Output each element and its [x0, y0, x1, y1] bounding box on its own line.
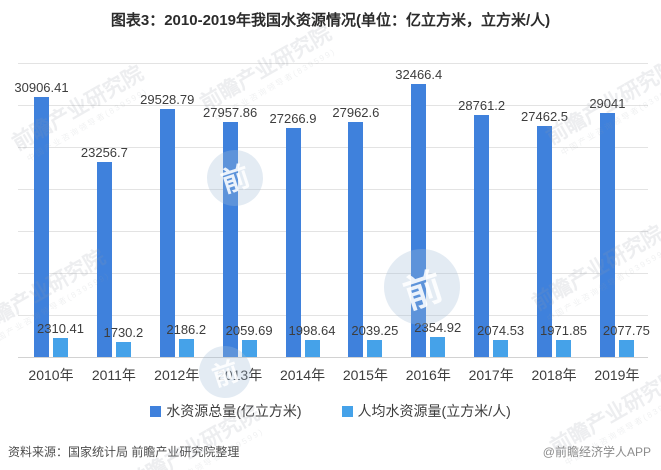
value-label-total: 23256.7 — [80, 144, 128, 160]
value-label-total: 30906.41 — [14, 80, 69, 96]
legend-label: 人均水资源量(立方米/人) — [357, 403, 511, 419]
bar-total-2016年 — [411, 84, 427, 357]
gridline — [18, 231, 648, 232]
bar-percapita-2015年 — [367, 339, 383, 357]
legend-item-total: 水资源总量(亿立方米) — [150, 401, 302, 421]
legend-item-percapita: 人均水资源量(立方米/人) — [341, 401, 511, 421]
legend-swatch-icon — [150, 405, 162, 417]
value-label-percapita: 2059.69 — [225, 322, 273, 338]
value-label-percapita: 2354.92 — [414, 320, 462, 336]
bar-percapita-2011年 — [115, 342, 131, 357]
x-axis-label: 2014年 — [279, 367, 326, 383]
legend-swatch-icon — [341, 405, 353, 417]
bar-total-2019年 — [599, 113, 615, 357]
value-label-total: 27962.6 — [332, 105, 380, 121]
footer: 资料来源：国家统计局 前瞻产业研究院整理 @前瞻经济学人APP — [8, 443, 651, 460]
value-label-percapita: 1998.64 — [288, 323, 336, 339]
legend-label: 水资源总量(亿立方米) — [166, 403, 302, 419]
value-label-total: 29041 — [589, 96, 626, 112]
bar-total-2011年 — [96, 161, 112, 357]
value-label-percapita: 2186.2 — [166, 321, 207, 337]
x-axis-label: 2015年 — [342, 367, 388, 383]
bar-total-2012年 — [159, 108, 175, 357]
x-axis-label: 2019年 — [594, 367, 640, 383]
bar-total-2010年 — [34, 97, 49, 357]
bar-percapita-2016年 — [430, 337, 446, 357]
bar-percapita-2017年 — [493, 339, 509, 357]
gridline — [18, 105, 648, 106]
value-label-percapita: 2074.53 — [477, 322, 525, 338]
value-label-percapita: 2310.41 — [37, 320, 84, 336]
bar-percapita-2010年 — [53, 337, 68, 357]
value-label-percapita: 2077.75 — [602, 322, 650, 338]
gridline — [18, 63, 648, 64]
value-label-percapita: 2039.25 — [351, 322, 399, 338]
credit-note: @前瞻经济学人APP — [542, 445, 651, 459]
value-label-total: 27266.9 — [269, 110, 317, 126]
x-axis-label: 2010年 — [28, 367, 74, 383]
bar-percapita-2012年 — [178, 338, 194, 357]
value-label-total: 28761.2 — [458, 98, 506, 114]
value-label-total: 32466.4 — [395, 67, 443, 83]
legend: 水资源总量(亿立方米) 人均水资源量(立方米/人) — [0, 401, 661, 421]
bar-percapita-2019年 — [618, 339, 634, 357]
gridline — [18, 315, 648, 316]
value-label-total: 27957.86 — [203, 105, 258, 121]
bar-percapita-2014年 — [304, 340, 320, 357]
x-axis-label: 2018年 — [531, 367, 577, 383]
bar-total-2015年 — [348, 122, 364, 357]
x-axis-label: 2012年 — [154, 367, 200, 383]
bar-total-2018年 — [537, 126, 553, 357]
gridline — [18, 273, 648, 274]
bar-percapita-2013年 — [241, 339, 257, 357]
source-note: 资料来源：国家统计局 前瞻产业研究院整理 — [8, 445, 240, 459]
gridline — [18, 147, 648, 148]
value-label-total: 27462.5 — [521, 109, 569, 125]
x-axis-label: 2013年 — [217, 367, 263, 383]
value-label-total: 29528.79 — [140, 91, 195, 107]
value-label-percapita: 1971.85 — [540, 323, 588, 339]
x-axis-label: 2011年 — [91, 367, 136, 383]
bar-percapita-2018年 — [556, 340, 572, 357]
bar-total-2013年 — [222, 122, 238, 357]
x-axis-label: 2016年 — [405, 367, 451, 383]
x-axis-line — [18, 357, 648, 358]
chart-title: 图表3：2010-2019年我国水资源情况(单位：亿立方米，立方米/人) — [110, 12, 551, 29]
bar-total-2017年 — [474, 115, 490, 357]
value-label-percapita: 1730.2 — [103, 325, 144, 341]
bar-total-2014年 — [285, 127, 301, 357]
x-axis-label: 2017年 — [468, 367, 514, 383]
gridline — [18, 189, 648, 190]
